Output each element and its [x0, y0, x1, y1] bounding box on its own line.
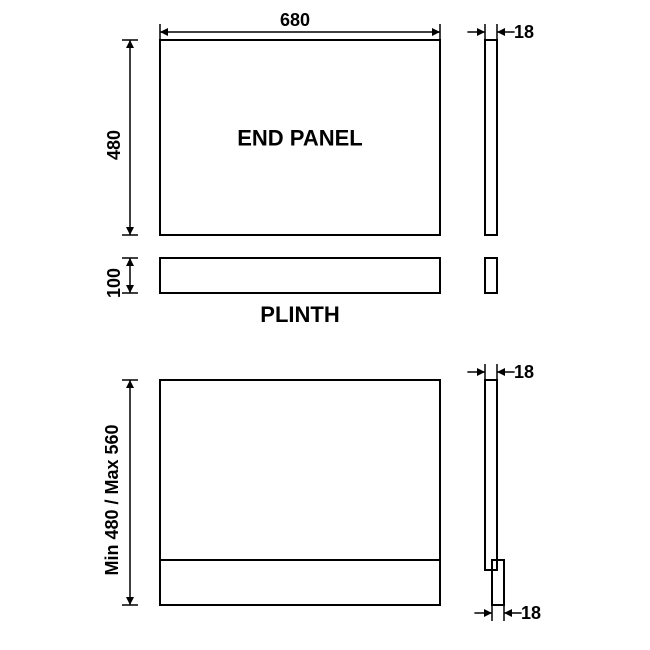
- dim-plinth-100: 100: [104, 268, 124, 298]
- dim-thickness-18-bottom: 18: [521, 603, 541, 623]
- dim-height-480: 480: [104, 130, 124, 160]
- dim-min-max-height: Min 480 / Max 560: [102, 424, 122, 575]
- dim-width-680: 680: [280, 10, 310, 30]
- dim-thickness-18-mid: 18: [514, 362, 534, 382]
- end-panel-label: END PANEL: [237, 126, 363, 151]
- plinth-label: PLINTH: [260, 302, 339, 327]
- dim-thickness-18-top: 18: [514, 22, 534, 42]
